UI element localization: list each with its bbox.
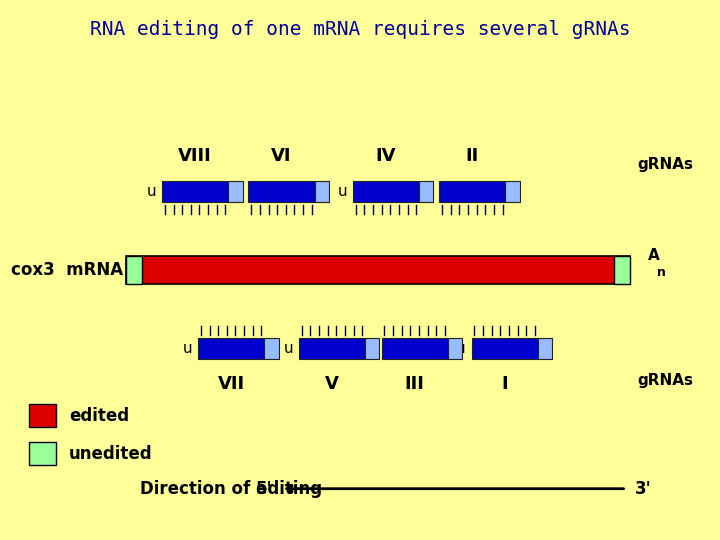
- Text: Direction of editing: Direction of editing: [140, 480, 323, 498]
- Text: V: V: [325, 375, 339, 394]
- Text: I: I: [501, 375, 508, 394]
- Text: edited: edited: [69, 407, 130, 425]
- Text: u: u: [284, 341, 293, 356]
- Bar: [126, 256, 630, 284]
- Text: u: u: [147, 184, 156, 199]
- Text: n: n: [657, 266, 666, 279]
- Bar: [614, 256, 630, 284]
- Bar: [264, 338, 279, 359]
- Bar: [448, 338, 462, 359]
- Text: VIII: VIII: [179, 146, 212, 165]
- Text: u: u: [233, 184, 243, 199]
- Text: gRNAs: gRNAs: [637, 157, 693, 172]
- Bar: [162, 181, 228, 202]
- Text: VII: VII: [217, 375, 245, 394]
- Bar: [382, 338, 448, 359]
- Bar: [126, 256, 142, 284]
- Bar: [538, 338, 552, 359]
- Text: A: A: [648, 248, 660, 263]
- Text: u: u: [338, 184, 347, 199]
- Text: u: u: [424, 184, 433, 199]
- Bar: [299, 338, 365, 359]
- Bar: [29, 404, 56, 427]
- Text: 5': 5': [256, 480, 272, 498]
- Text: II: II: [466, 146, 479, 165]
- Bar: [248, 181, 315, 202]
- Bar: [353, 181, 419, 202]
- Text: VI: VI: [271, 146, 292, 165]
- Bar: [419, 181, 433, 202]
- Text: RNA editing of one mRNA requires several gRNAs: RNA editing of one mRNA requires several…: [90, 20, 630, 39]
- Text: gRNAs: gRNAs: [637, 373, 693, 388]
- Text: cox3  mRNA: cox3 mRNA: [11, 261, 123, 279]
- Bar: [439, 181, 505, 202]
- Bar: [198, 338, 264, 359]
- Bar: [365, 338, 379, 359]
- Bar: [29, 442, 56, 465]
- Text: u: u: [456, 341, 466, 356]
- Text: IV: IV: [376, 146, 396, 165]
- Text: unedited: unedited: [69, 444, 153, 463]
- Bar: [505, 181, 520, 202]
- Bar: [228, 181, 243, 202]
- Text: III: III: [405, 375, 425, 394]
- Bar: [472, 338, 538, 359]
- Text: 3': 3': [635, 480, 652, 498]
- Text: u: u: [366, 341, 376, 356]
- Text: u: u: [183, 341, 192, 356]
- Bar: [315, 181, 329, 202]
